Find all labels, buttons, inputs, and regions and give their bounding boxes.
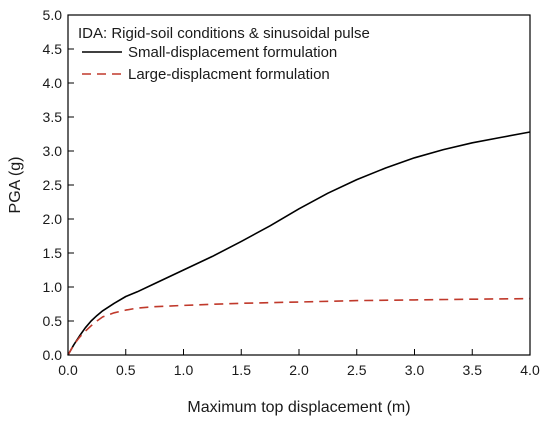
y-tick-label: 2.5: [43, 177, 63, 193]
legend: IDA: Rigid-soil conditions & sinusoidal …: [78, 25, 370, 83]
plot-frame: [67, 14, 531, 356]
x-tick-label: 0.5: [116, 362, 136, 378]
x-tick-label: 2.0: [289, 362, 309, 378]
y-tick-label: 0.0: [43, 347, 63, 363]
x-tick-label: 4.0: [520, 362, 540, 378]
y-axis-title: PGA (g): [7, 157, 24, 214]
x-tick-label: 1.5: [232, 362, 252, 378]
legend-label-large-displacement: Large-displacment formulation: [128, 66, 330, 83]
y-tick-label: 0.5: [43, 313, 63, 329]
x-tick-label: 3.0: [405, 362, 425, 378]
y-axis-ticks: 0.0 0.5 1.0 1.5 2.0 2.5 3.0 3.5 4.0 4.5 5.0: [43, 7, 74, 363]
x-axis-title: Maximum top displacement (m): [187, 399, 410, 416]
legend-label-small-displacement: Small-displacement formulation: [128, 44, 337, 61]
x-tick-label: 1.0: [174, 362, 194, 378]
y-tick-label: 4.5: [43, 41, 63, 57]
y-tick-label: 4.0: [43, 75, 63, 91]
x-tick-label: 2.5: [347, 362, 367, 378]
y-tick-label: 3.5: [43, 109, 63, 125]
y-tick-label: 1.5: [43, 245, 63, 261]
series-layer: [67, 131, 531, 356]
x-axis-ticks: 0.0 0.5 1.0 1.5 2.0 2.5 3.0 3.5 4.0: [58, 349, 540, 378]
series-line-small-displacement: [67, 131, 531, 356]
y-tick-label: 1.0: [43, 279, 63, 295]
y-tick-label: 2.0: [43, 211, 63, 227]
x-tick-label: 3.5: [463, 362, 483, 378]
legend-title: IDA: Rigid-soil conditions & sinusoidal …: [78, 25, 370, 42]
y-tick-label: 3.0: [43, 143, 63, 159]
y-tick-label: 5.0: [43, 7, 63, 23]
x-tick-label: 0.0: [58, 362, 78, 378]
series-line-large-displacement: [67, 297, 531, 356]
